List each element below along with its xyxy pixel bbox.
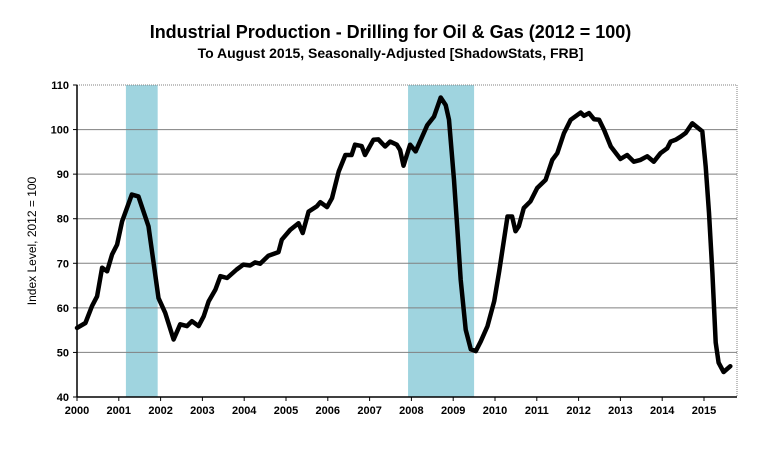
- y-tick-label: 90: [57, 169, 69, 181]
- y-tick-label: 70: [57, 258, 69, 270]
- x-tick-label: 2012: [566, 405, 590, 417]
- series-line-drilling: [74, 95, 733, 375]
- y-tick-label: 110: [51, 80, 69, 92]
- chart-subtitle: To August 2015, Seasonally-Adjusted [Sha…: [197, 45, 584, 61]
- x-tick-label: 2003: [190, 405, 214, 417]
- y-tick-label: 60: [57, 303, 69, 315]
- x-tick-label: 2014: [650, 405, 675, 417]
- x-tick-label: 2013: [608, 405, 632, 417]
- recession-band: [125, 85, 158, 397]
- x-tick-label: 2011: [525, 405, 549, 417]
- chart-title: Industrial Production - Drilling for Oil…: [149, 22, 632, 42]
- y-tick-label: 80: [57, 214, 69, 226]
- x-tick-label: 2010: [483, 405, 507, 417]
- x-tick-label: 2004: [232, 405, 257, 417]
- y-tick-label: 40: [57, 392, 69, 404]
- y-tick-label: 50: [57, 347, 69, 359]
- x-tick-label: 2007: [357, 405, 381, 417]
- x-tick-label: 2015: [692, 405, 716, 417]
- y-axis-label: Index Level, 2012 = 100: [25, 176, 39, 305]
- x-tick-label: 2008: [399, 405, 423, 417]
- x-tick-label: 2001: [107, 405, 131, 417]
- x-tick-label: 2005: [274, 405, 298, 417]
- x-tick-label: 2009: [441, 405, 465, 417]
- recession-band: [408, 85, 475, 397]
- y-tick-label: 100: [51, 125, 69, 137]
- x-tick-label: 2002: [148, 405, 172, 417]
- x-tick-label: 2000: [65, 405, 89, 417]
- x-tick-label: 2006: [316, 405, 340, 417]
